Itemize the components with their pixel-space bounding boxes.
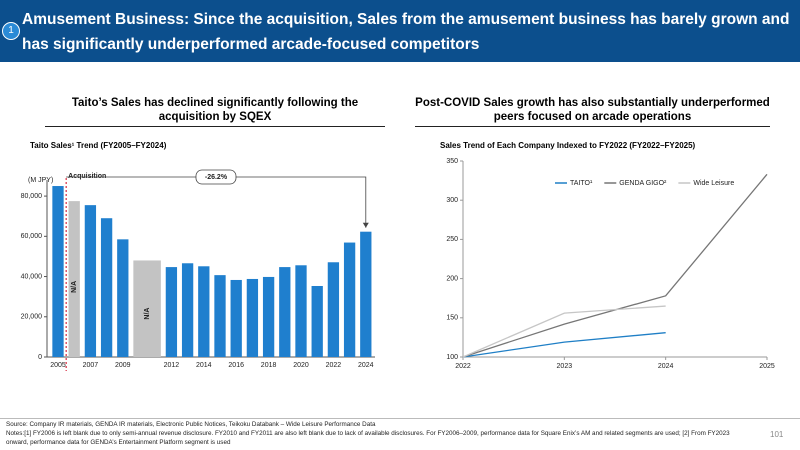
y-tick-label: 80,000 xyxy=(21,193,43,200)
change-arrow xyxy=(362,222,369,228)
bar xyxy=(327,262,340,357)
section-number: 1 xyxy=(2,22,20,40)
x-tick-label: 2007 xyxy=(83,362,99,369)
header-band xyxy=(0,0,800,62)
x-tick-label: 2025 xyxy=(759,363,775,370)
x-tick-label: 2024 xyxy=(658,363,674,370)
y-tick-label: 60,000 xyxy=(21,233,43,240)
legend-label: TAITO¹ xyxy=(570,180,593,187)
y-tick-label: 150 xyxy=(446,315,458,322)
y-tick-label: 200 xyxy=(446,275,458,282)
y-tick-label: 40,000 xyxy=(21,273,43,280)
na-bar xyxy=(68,201,80,357)
page-number: 101 xyxy=(770,430,784,439)
x-tick-label: 2022 xyxy=(326,362,342,369)
y-tick-label: 250 xyxy=(446,236,458,243)
change-box xyxy=(195,169,237,185)
panel-heading: Taito’s Sales has declined significantly… xyxy=(45,96,385,127)
x-tick-label: 2022 xyxy=(455,363,471,370)
na-label: N/A xyxy=(71,281,78,293)
x-tick-label: 2020 xyxy=(293,362,309,369)
bar xyxy=(100,218,113,357)
bar xyxy=(295,265,307,357)
bar xyxy=(343,242,356,357)
bar xyxy=(262,276,275,357)
bar xyxy=(279,267,291,357)
legend-label: Wide Leisure xyxy=(693,180,734,187)
series-line xyxy=(462,305,666,358)
x-tick-label: 2005 xyxy=(50,362,66,369)
bar xyxy=(230,279,242,357)
y-tick-label: 300 xyxy=(446,197,458,204)
series-line xyxy=(462,173,768,358)
change-bracket xyxy=(66,176,367,228)
panel-heading: Post-COVID Sales growth has also substan… xyxy=(415,96,770,127)
bar xyxy=(360,231,372,357)
bar xyxy=(165,267,178,357)
y-tick-label: 20,000 xyxy=(21,314,43,321)
bar xyxy=(198,266,210,357)
y-tick-label: 0 xyxy=(38,354,42,361)
bar xyxy=(117,239,129,357)
y-tick-label: 350 xyxy=(446,158,458,165)
bar xyxy=(52,186,64,357)
series-line xyxy=(462,332,666,358)
chart-title: Sales Trend of Each Company Indexed to F… xyxy=(440,141,696,150)
legend-label: GENDA GIGO² xyxy=(619,180,667,187)
y-unit-label: (M JPY) xyxy=(28,177,53,184)
chart-title: Taito Sales¹ Trend (FY2005–FY2024) xyxy=(30,141,167,150)
na-label: N/A xyxy=(144,308,151,320)
x-tick-label: 2018 xyxy=(261,362,277,369)
footer-rule xyxy=(0,418,800,419)
y-tick-label: 100 xyxy=(446,354,458,361)
x-tick-label: 2024 xyxy=(358,362,374,369)
na-bar xyxy=(133,260,161,357)
notes: Notes:[1] FY2006 is left blank due to on… xyxy=(6,430,730,446)
bar xyxy=(214,275,226,357)
bar xyxy=(181,263,194,357)
acquisition-label: Acquisition xyxy=(68,173,106,180)
slide-title: Amusement Business: Since the acquisitio… xyxy=(22,11,790,53)
bar xyxy=(311,285,323,357)
x-tick-label: 2023 xyxy=(557,363,573,370)
x-tick-label: 2016 xyxy=(228,362,244,369)
bar xyxy=(84,205,97,357)
bar xyxy=(246,278,259,357)
source-note: Source: Company IR materials, GENDA IR m… xyxy=(6,421,376,428)
change-label: -26.2% xyxy=(205,174,228,181)
x-tick-label: 2009 xyxy=(115,362,131,369)
x-tick-label: 2012 xyxy=(164,362,180,369)
x-tick-label: 2014 xyxy=(196,362,212,369)
